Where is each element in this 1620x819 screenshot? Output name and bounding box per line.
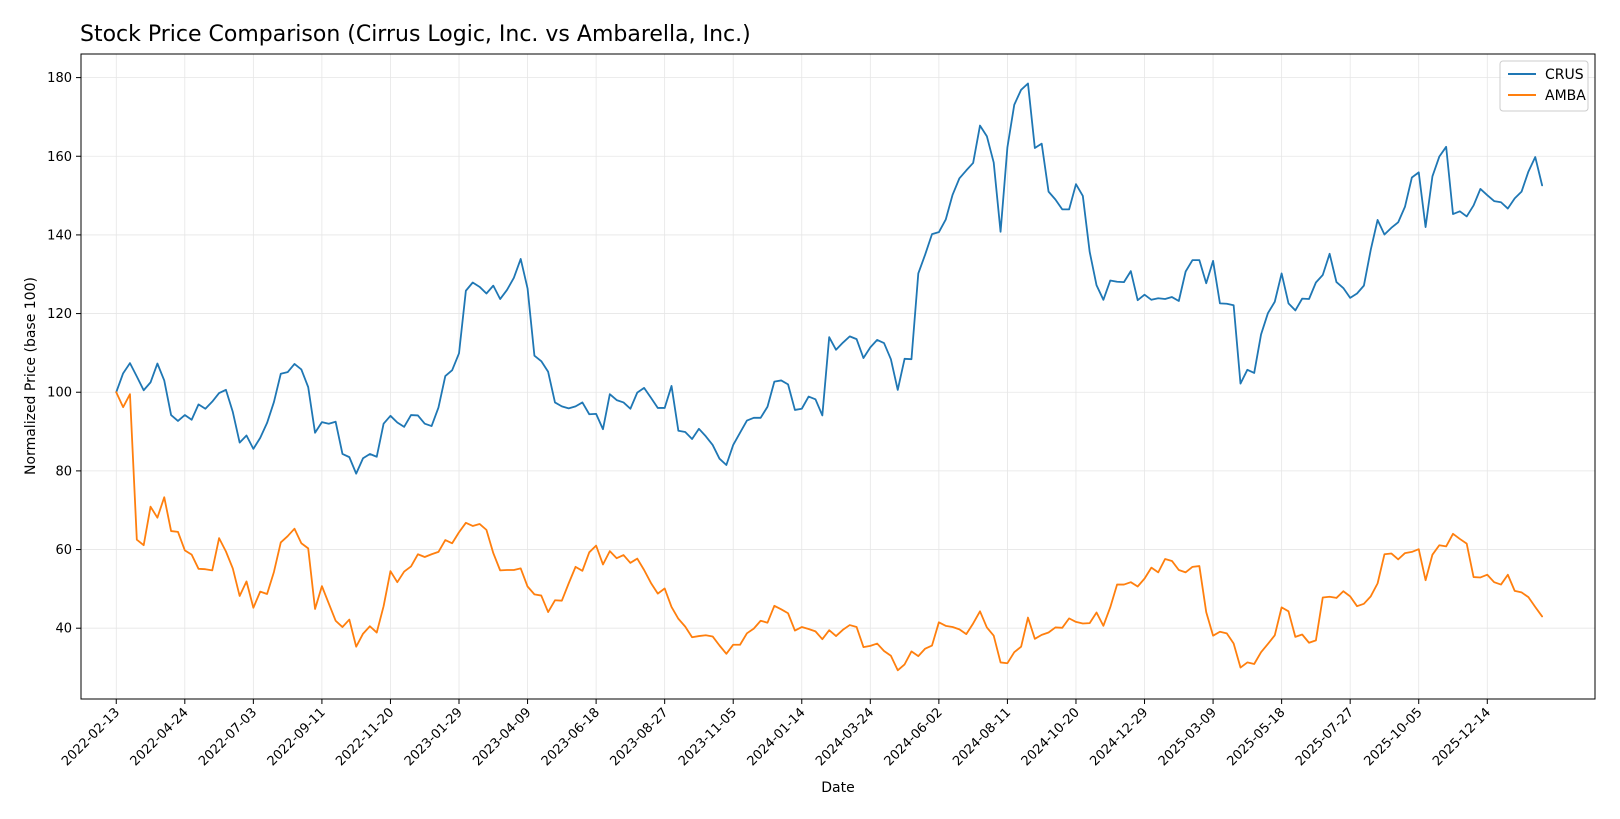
legend: CRUS AMBA (1499, 60, 1589, 112)
x-tick-label: 2025-07-27 (1293, 705, 1357, 769)
x-tick-label: 2023-01-29 (402, 705, 466, 769)
series-line-crus (115, 82, 1544, 475)
x-tick-label: 2025-12-14 (1430, 705, 1494, 769)
y-tick-label: 40 (55, 622, 72, 637)
x-axis-label: Date (821, 780, 854, 796)
y-axis-ticks: 40 60 80 100 120 140 160 180 (47, 71, 81, 637)
x-tick-label: 2022-04-24 (128, 705, 192, 769)
x-tick-label: 2022-02-13 (59, 705, 123, 769)
x-tick-label: 2025-03-09 (1156, 705, 1220, 769)
x-tick-label: 2022-09-11 (265, 705, 329, 769)
x-tick-label: 2022-11-20 (333, 705, 397, 769)
y-tick-label: 60 (55, 543, 72, 558)
x-tick-label: 2024-08-11 (950, 705, 1014, 769)
x-tick-label: 2024-03-24 (813, 705, 877, 769)
x-tick-label: 2025-05-18 (1224, 705, 1288, 769)
x-tick-label: 2024-10-20 (1019, 705, 1083, 769)
x-tick-label: 2024-06-02 (882, 705, 946, 769)
x-axis-ticks: 2022-02-13 2022-04-24 2022-07-03 2022-09-11… (59, 699, 1494, 769)
y-tick-label: 160 (47, 150, 72, 165)
series-lines (115, 82, 1544, 672)
y-tick-label: 80 (55, 464, 72, 479)
chart-title: Stock Price Comparison (Cirrus Logic, In… (80, 22, 751, 47)
legend-label-amba: AMBA (1545, 88, 1586, 104)
y-axis-label: Normalized Price (base 100) (23, 277, 39, 475)
x-tick-label: 2023-04-09 (470, 705, 534, 769)
x-tick-label: 2023-08-27 (607, 705, 671, 769)
plot-area-frame (80, 53, 1596, 700)
x-tick-label: 2024-12-29 (1087, 705, 1151, 769)
x-tick-label: 2023-11-05 (676, 705, 740, 769)
y-tick-label: 120 (47, 307, 72, 322)
x-tick-label: 2025-10-05 (1362, 705, 1426, 769)
grid-lines (81, 54, 1595, 699)
y-tick-label: 180 (47, 71, 72, 86)
x-tick-label: 2023-06-18 (539, 705, 603, 769)
y-tick-label: 140 (47, 228, 72, 243)
x-tick-label: 2024-01-14 (745, 705, 809, 769)
x-tick-label: 2022-07-03 (196, 705, 260, 769)
series-line-amba (115, 391, 1544, 672)
y-tick-label: 100 (47, 386, 72, 401)
legend-label-crus: CRUS (1545, 67, 1584, 83)
